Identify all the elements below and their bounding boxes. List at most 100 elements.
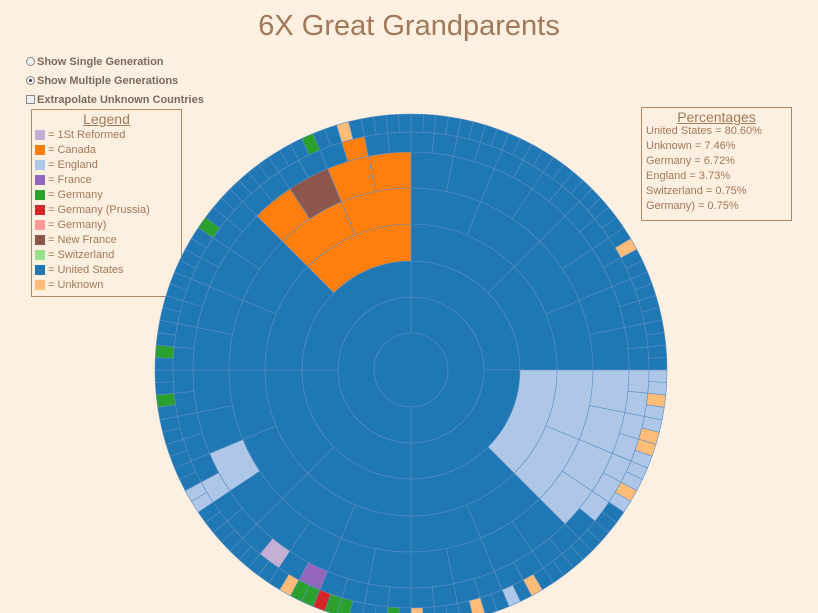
sunburst-segment[interactable] xyxy=(410,113,424,133)
sunburst-segment[interactable] xyxy=(387,586,412,609)
legend-item: = Switzerland xyxy=(32,247,181,262)
sunburst-segment[interactable] xyxy=(368,151,412,192)
sunburst-segment[interactable] xyxy=(172,369,195,394)
legend-swatch xyxy=(35,189,45,200)
percentage-item: England = 3.73% xyxy=(646,170,731,182)
extrapolate-option[interactable]: Extrapolate Unknown Countries xyxy=(26,90,204,109)
sunburst-segment[interactable] xyxy=(648,369,668,383)
legend-item: = Germany xyxy=(32,187,181,202)
percentage-item: United States = 80.60% xyxy=(646,125,762,137)
sunburst-segment[interactable] xyxy=(627,369,650,394)
legend-swatch xyxy=(35,129,45,140)
legend-item: = Germany (Prussia) xyxy=(32,202,181,217)
legend-item: = England xyxy=(32,157,181,172)
legend-swatch xyxy=(35,144,45,155)
legend-item: = Germany) xyxy=(32,217,181,232)
sunburst-segment[interactable] xyxy=(624,390,649,417)
legend-label: = Switzerland xyxy=(48,248,115,261)
legend-swatch xyxy=(35,279,45,290)
percentage-item: Switzerland = 0.75% xyxy=(646,185,747,197)
legend-swatch xyxy=(35,159,45,170)
sunburst-segment[interactable] xyxy=(387,131,412,154)
sunburst-segment[interactable] xyxy=(647,344,668,359)
single-generation-label[interactable]: Show Single Generation xyxy=(37,55,164,68)
legend-item: = 1St Reformed xyxy=(32,127,181,142)
legend-box: Legend = 1St Reformed = Canada = England = … xyxy=(31,109,182,297)
sunburst-segment[interactable] xyxy=(431,132,458,157)
legend-label: = England xyxy=(48,158,98,171)
legend-item: = New France xyxy=(32,232,181,247)
sunburst-segment[interactable] xyxy=(154,369,174,383)
percentages-list: United States = 80.60% Unknown = 7.46% Ger… xyxy=(642,125,791,215)
sunburst-segment[interactable] xyxy=(192,369,233,413)
sunburst-segment[interactable] xyxy=(154,357,174,371)
sunburst-segment[interactable] xyxy=(368,548,412,589)
sunburst-segment[interactable] xyxy=(154,344,175,359)
legend-label: = Germany) xyxy=(48,218,107,231)
legend-title: Legend xyxy=(83,111,130,127)
sunburst-segment[interactable] xyxy=(173,323,198,350)
sunburst-segment[interactable] xyxy=(373,332,449,408)
sunburst-segment[interactable] xyxy=(410,607,424,613)
legend-swatch xyxy=(35,234,45,245)
sunburst-segment[interactable] xyxy=(410,586,435,609)
legend-label: = Canada xyxy=(48,143,97,156)
sunburst-segment[interactable] xyxy=(647,381,668,396)
percentage-item: Germany) = 0.75% xyxy=(646,200,739,212)
legend-label: = 1St Reformed xyxy=(48,128,126,141)
sunburst-segment[interactable] xyxy=(431,583,458,608)
extrapolate-label[interactable]: Extrapolate Unknown Countries xyxy=(37,93,204,106)
sunburst-segment[interactable] xyxy=(627,346,650,371)
sunburst-segment[interactable] xyxy=(410,131,435,154)
legend-swatch xyxy=(35,249,45,260)
sunburst-segment[interactable] xyxy=(646,332,667,348)
legend-label: = Germany xyxy=(48,188,103,201)
sunburst-segment[interactable] xyxy=(385,113,400,134)
sunburst-segment[interactable] xyxy=(589,369,630,413)
percentage-item: Unknown = 7.46% xyxy=(646,140,736,152)
sunburst-segment[interactable] xyxy=(422,606,436,613)
legend-label: = Germany (Prussia) xyxy=(48,203,150,216)
sunburst-segment[interactable] xyxy=(364,132,391,157)
sunburst-segment[interactable] xyxy=(410,151,454,192)
multiple-generations-label[interactable]: Show Multiple Generations xyxy=(37,74,179,87)
sunburst-segment[interactable] xyxy=(648,357,668,371)
sunburst-segment[interactable] xyxy=(410,548,454,589)
multiple-generations-radio[interactable] xyxy=(26,76,35,85)
sunburst-segment[interactable] xyxy=(398,113,412,133)
sunburst-segment[interactable] xyxy=(154,381,175,396)
legend-label: = New France xyxy=(48,233,117,246)
single-generation-radio[interactable] xyxy=(26,57,35,66)
legend-item: = United States xyxy=(32,262,181,277)
multiple-generations-option[interactable]: Show Multiple Generations xyxy=(26,71,204,90)
legend-label: = Unknown xyxy=(48,278,104,291)
legend-swatch xyxy=(35,264,45,275)
sunburst-segment[interactable] xyxy=(364,583,391,608)
percentages-title: Percentages xyxy=(677,109,756,125)
sunburst-segment[interactable] xyxy=(373,114,389,135)
legend-label: = France xyxy=(48,173,92,186)
sunburst-segment[interactable] xyxy=(172,346,195,371)
sunburst-segment[interactable] xyxy=(386,606,400,613)
sunburst-segment[interactable] xyxy=(155,392,176,408)
sunburst-segment[interactable] xyxy=(192,327,233,371)
single-generation-option[interactable]: Show Single Generation xyxy=(26,52,204,71)
legend-swatch xyxy=(35,219,45,230)
view-controls: Show Single Generation Show Multiple Gen… xyxy=(26,52,204,109)
legend-item: = Unknown xyxy=(32,277,181,292)
legend-list: = 1St Reformed = Canada = England = France =… xyxy=(32,127,181,292)
sunburst-segment[interactable] xyxy=(589,327,630,371)
sunburst-segment[interactable] xyxy=(173,390,198,417)
legend-label: = United States xyxy=(48,263,124,276)
sunburst-segment[interactable] xyxy=(398,607,412,613)
percentages-box: Percentages United States = 80.60% Unknow… xyxy=(641,107,792,221)
sunburst-segment[interactable] xyxy=(624,323,649,350)
extrapolate-checkbox[interactable] xyxy=(26,95,35,104)
sunburst-segment[interactable] xyxy=(422,113,437,134)
percentage-item: Germany = 6.72% xyxy=(646,155,735,167)
chart-title: 6X Great Grandparents xyxy=(258,10,560,42)
legend-swatch xyxy=(35,204,45,215)
legend-item: = Canada xyxy=(32,142,181,157)
legend-swatch xyxy=(35,174,45,185)
